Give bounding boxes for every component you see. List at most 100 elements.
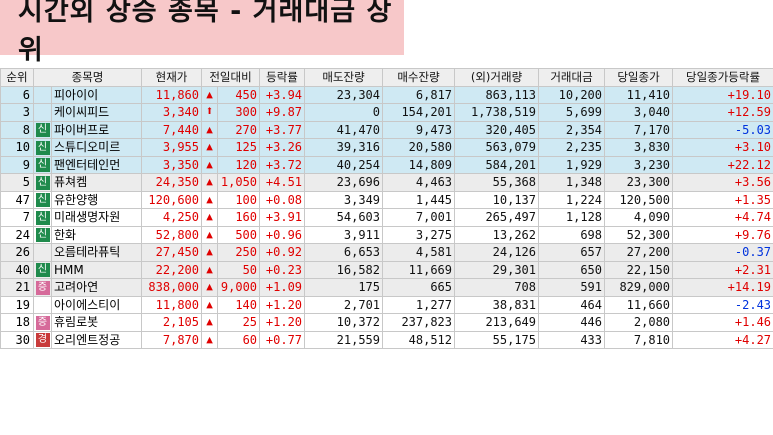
stock-name-cell[interactable]: 팬엔터테인먼 (51, 155, 142, 174)
close-rate-cell: -5.03 (672, 120, 773, 139)
volume-cell: 55,175 (454, 330, 540, 349)
rate-cell: +4.51 (259, 173, 306, 192)
table-row[interactable]: 19 아이에스티이 11,800 ▲ 140 +1.20 2,701 1,277 38,831 4… (0, 295, 773, 314)
table-row[interactable]: 24 신 한화 52,800 ▲ 500 +0.96 3,911 3,275 13,262 698 5… (0, 225, 773, 244)
col-header-sell-qty[interactable]: 매도잔량 (304, 68, 384, 87)
table-row[interactable]: 8 신 파이버프로 7,440 ▲ 270 +3.77 41,470 9,473 320,405 2… (0, 120, 773, 139)
amount-cell: 698 (538, 225, 606, 244)
price-cell: 27,450 (141, 243, 202, 262)
close-cell: 23,300 (604, 173, 674, 192)
rate-cell: +0.96 (259, 225, 306, 244)
col-header-close-rate[interactable]: 당일종가등락률 (672, 68, 773, 87)
close-rate-cell: -0.37 (672, 243, 773, 262)
close-rate-cell: +19.10 (672, 85, 773, 104)
stock-name-cell[interactable]: 케이씨피드 (51, 103, 142, 122)
table-row[interactable]: 10 신 스튜디오미르 3,955 ▲ 125 +3.26 39,316 20,580 563,0… (0, 138, 773, 157)
rate-cell: +1.20 (259, 295, 306, 314)
stock-name-cell[interactable]: HMM (51, 260, 142, 279)
direction-cell: ▲ (201, 313, 218, 332)
table-row[interactable]: 21 증 고려아연 838,000 ▲ 9,000 +1.09 175 665 708 591 829… (0, 278, 773, 297)
table-row[interactable]: 30 경 오리엔트정공 7,870 ▲ 60 +0.77 21,559 48,512 55,175… (0, 330, 773, 349)
col-header-price[interactable]: 현재가 (141, 68, 202, 87)
stock-name-cell[interactable]: 고려아연 (51, 278, 142, 297)
stock-name-cell[interactable]: 오름테라퓨틱 (51, 243, 142, 262)
close-rate-cell: +9.76 (672, 225, 773, 244)
up-triangle-icon: ▲ (206, 262, 213, 276)
amount-cell: 2,235 (538, 138, 606, 157)
buy-qty-cell: 1,277 (382, 295, 456, 314)
change-cell: 9,000 (216, 278, 261, 297)
rank-cell: 18 (0, 313, 34, 332)
stock-name-cell[interactable]: 피아이이 (51, 85, 142, 104)
close-rate-cell: +3.10 (672, 138, 773, 157)
amount-cell: 5,699 (538, 103, 606, 122)
stock-name-cell[interactable]: 휴림로봇 (51, 313, 142, 332)
up-triangle-icon: ▲ (206, 122, 213, 136)
direction-cell: ▲ (201, 155, 218, 174)
col-header-amount[interactable]: 거래대금 (538, 68, 606, 87)
amount-cell: 1,224 (538, 190, 606, 209)
col-header-close[interactable]: 당일종가 (604, 68, 674, 87)
change-cell: 500 (216, 225, 261, 244)
col-header-name[interactable]: 종목명 (33, 68, 142, 87)
col-header-volume[interactable]: (외)거래량 (454, 68, 540, 87)
sell-qty-cell: 40,254 (304, 155, 384, 174)
direction-cell: ▲ (201, 85, 218, 104)
close-cell: 3,230 (604, 155, 674, 174)
table-row[interactable]: 18 증 휴림로봇 2,105 ▲ 25 +1.20 10,372 237,823 213,649… (0, 313, 773, 332)
stock-name-cell[interactable]: 아이에스티이 (51, 295, 142, 314)
stock-name-cell[interactable]: 오리엔트정공 (51, 330, 142, 349)
change-cell: 450 (216, 85, 261, 104)
col-header-rate[interactable]: 등락률 (259, 68, 306, 87)
badge-cell (33, 85, 52, 104)
table-row[interactable]: 9 신 팬엔터테인먼 3,350 ▲ 120 +3.72 40,254 14,809 584,20… (0, 155, 773, 174)
direction-cell: ⬆ (201, 103, 218, 122)
direction-cell: ▲ (201, 190, 218, 209)
rank-cell: 8 (0, 120, 34, 139)
badge-cell: 신 (33, 208, 52, 227)
direction-cell: ▲ (201, 330, 218, 349)
stock-name-cell[interactable]: 한화 (51, 225, 142, 244)
stock-name-cell[interactable]: 파이버프로 (51, 120, 142, 139)
rate-cell: +3.91 (259, 208, 306, 227)
volume-cell: 10,137 (454, 190, 540, 209)
direction-cell: ▲ (201, 225, 218, 244)
rate-cell: +3.94 (259, 85, 306, 104)
rank-cell: 24 (0, 225, 34, 244)
price-cell: 3,350 (141, 155, 202, 174)
col-header-change[interactable]: 전일대비 (200, 68, 261, 87)
rank-cell: 9 (0, 155, 34, 174)
table-row[interactable]: 40 신 HMM 22,200 ▲ 50 +0.23 16,582 11,669 29,301 65… (0, 260, 773, 279)
sell-qty-cell: 23,696 (304, 173, 384, 192)
price-cell: 2,105 (141, 313, 202, 332)
buy-qty-cell: 1,445 (382, 190, 456, 209)
table-body: 6 피아이이 11,860 ▲ 450 +3.94 23,304 6,817 863,113 10… (0, 85, 773, 349)
table-row[interactable]: 5 신 퓨쳐켐 24,350 ▲ 1,050 +4.51 23,696 4,463 55,368 1… (0, 173, 773, 192)
col-header-buy-qty[interactable]: 매수잔량 (382, 68, 456, 87)
rank-cell: 3 (0, 103, 34, 122)
close-rate-cell: +2.31 (672, 260, 773, 279)
amount-cell: 591 (538, 278, 606, 297)
change-cell: 25 (216, 313, 261, 332)
stock-name-cell[interactable]: 유한양행 (51, 190, 142, 209)
table-row[interactable]: 6 피아이이 11,860 ▲ 450 +3.94 23,304 6,817 863,113 10… (0, 85, 773, 104)
stock-name-cell[interactable]: 퓨쳐켐 (51, 173, 142, 192)
amount-cell: 650 (538, 260, 606, 279)
close-rate-cell: +12.59 (672, 103, 773, 122)
rank-cell: 26 (0, 243, 34, 262)
stock-name-cell[interactable]: 미래생명자원 (51, 208, 142, 227)
table-row[interactable]: 47 신 유한양행 120,600 ▲ 100 +0.08 3,349 1,445 10,137 1… (0, 190, 773, 209)
table-row[interactable]: 7 신 미래생명자원 4,250 ▲ 160 +3.91 54,603 7,001 265,497… (0, 208, 773, 227)
col-header-rank[interactable]: 순위 (0, 68, 34, 87)
stock-name-cell[interactable]: 스튜디오미르 (51, 138, 142, 157)
rank-cell: 10 (0, 138, 34, 157)
stock-table-container: 순위 종목명 현재가 전일대비 등락률 매도잔량 매수잔량 (외)거래량 거래대… (0, 68, 773, 349)
rank-cell: 30 (0, 330, 34, 349)
table-row[interactable]: 3 케이씨피드 3,340 ⬆ 300 +9.87 0 154,201 1,738,519 5,6… (0, 103, 773, 122)
table-row[interactable]: 26 오름테라퓨틱 27,450 ▲ 250 +0.92 6,653 4,581 24,126 6… (0, 243, 773, 262)
close-cell: 3,830 (604, 138, 674, 157)
volume-cell: 584,201 (454, 155, 540, 174)
direction-cell: ▲ (201, 260, 218, 279)
close-cell: 22,150 (604, 260, 674, 279)
rank-cell: 47 (0, 190, 34, 209)
